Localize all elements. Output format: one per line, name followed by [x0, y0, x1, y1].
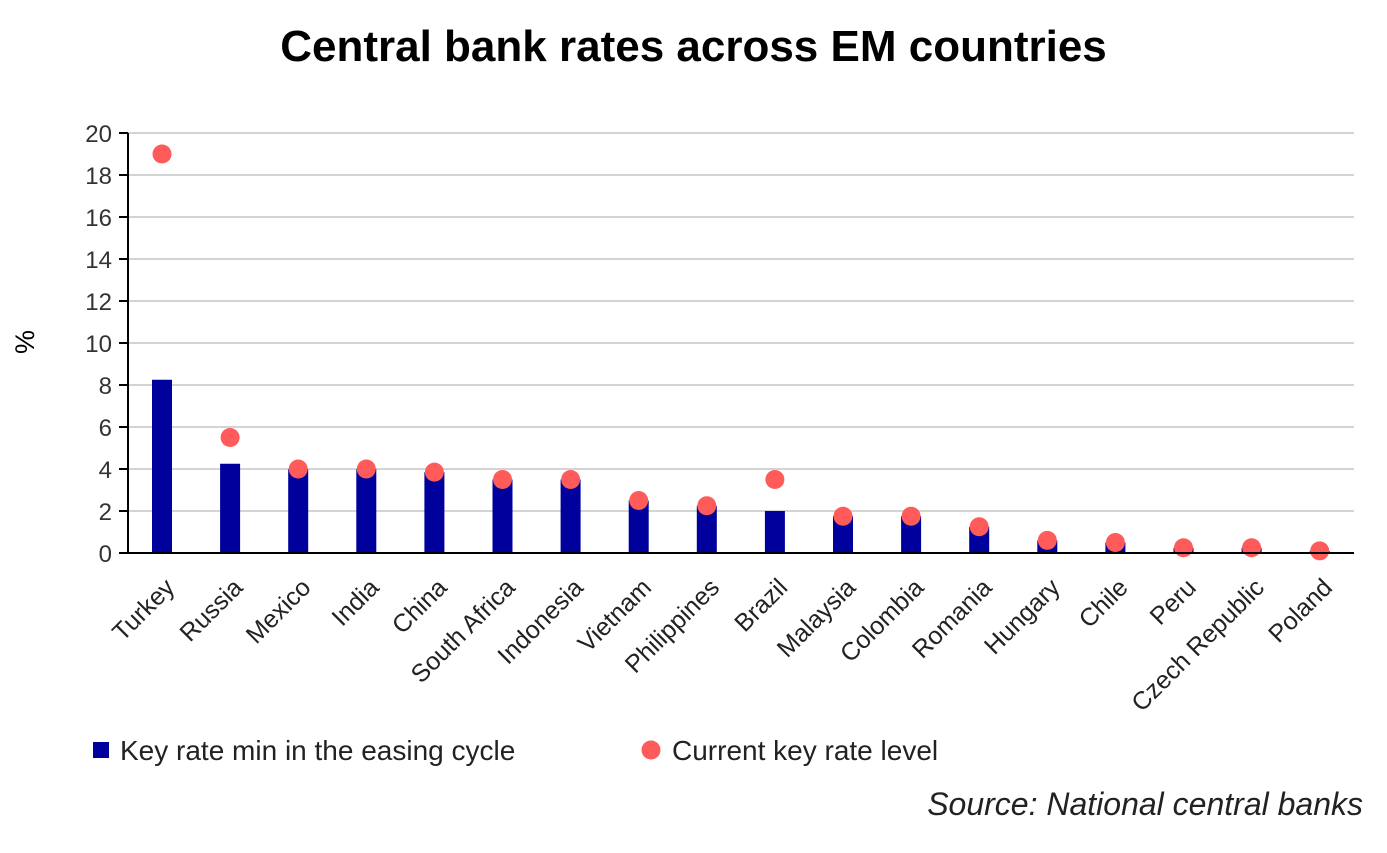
dot-vietnam	[629, 491, 649, 510]
dot-series	[152, 144, 1330, 561]
dot-mexico	[288, 459, 308, 479]
dot-malaysia	[833, 506, 853, 526]
y-tick-label: 20	[85, 121, 112, 148]
dot-turkey	[152, 144, 172, 164]
bar-vietnam	[628, 500, 649, 553]
x-category-label: Chile	[1074, 573, 1134, 633]
dot-colombia	[901, 506, 921, 526]
bar-philippines	[696, 505, 717, 553]
dot-india	[356, 459, 376, 479]
x-category-label: Peru	[1145, 573, 1202, 630]
source-note: Source: National central banks	[927, 786, 1363, 822]
bar-brazil	[764, 511, 785, 553]
x-category-label: Turkey	[107, 573, 181, 647]
dot-czech-republic	[1242, 538, 1262, 558]
bar-mexico	[288, 469, 309, 553]
y-tick-label: 16	[85, 205, 112, 232]
gridlines	[128, 132, 1354, 512]
bar-russia	[220, 463, 241, 553]
bar-series	[152, 379, 1330, 553]
y-tick-label: 10	[85, 331, 112, 358]
dot-peru	[1174, 538, 1193, 558]
y-axis-title: %	[10, 330, 40, 354]
y-tick-label: 18	[85, 163, 112, 190]
legend-swatch-bar	[93, 742, 109, 758]
axes	[119, 132, 1354, 554]
bar-south-africa	[492, 479, 513, 553]
x-category-label: Hungary	[979, 573, 1066, 660]
bar-indonesia	[560, 479, 581, 553]
x-category-label: Brazil	[729, 573, 793, 637]
y-tick-label: 12	[85, 289, 112, 316]
x-category-label: Russia	[175, 573, 249, 647]
dot-poland	[1310, 541, 1330, 561]
legend-label-dot: Current key rate level	[672, 735, 938, 766]
chart-title: Central bank rates across EM countries	[280, 22, 1107, 71]
x-category-label: China	[387, 573, 453, 639]
legend-swatch-dot	[641, 740, 661, 760]
dot-brazil	[765, 470, 785, 489]
dot-russia	[220, 428, 240, 447]
dot-chile	[1105, 533, 1125, 552]
dot-hungary	[1037, 530, 1057, 550]
x-category-label: Mexico	[241, 573, 317, 649]
y-tick-label: 4	[99, 457, 112, 484]
y-tick-label: 2	[99, 499, 112, 526]
dot-indonesia	[561, 470, 581, 489]
bar-colombia	[901, 516, 922, 553]
bar-china	[424, 472, 445, 553]
y-tick-label: 6	[99, 415, 112, 442]
y-tick-labels: 0 2 4 6 8 10 12 14 16 18 20	[85, 121, 112, 568]
x-category-label: India	[326, 573, 384, 631]
dot-philippines	[697, 496, 717, 516]
dot-south-africa	[493, 470, 512, 489]
y-tick-label: 0	[99, 541, 112, 568]
legend-label-bar: Key rate min in the easing cycle	[120, 735, 515, 766]
bar-turkey	[152, 379, 172, 553]
y-tick-label: 8	[99, 373, 112, 400]
x-category-label: Poland	[1263, 573, 1338, 648]
legend: Key rate min in the easing cycle Current …	[93, 735, 938, 766]
dot-romania	[969, 517, 989, 537]
y-tick-label: 14	[85, 247, 112, 274]
bar-malaysia	[833, 516, 853, 553]
dot-china	[424, 462, 444, 482]
bar-india	[356, 469, 377, 553]
